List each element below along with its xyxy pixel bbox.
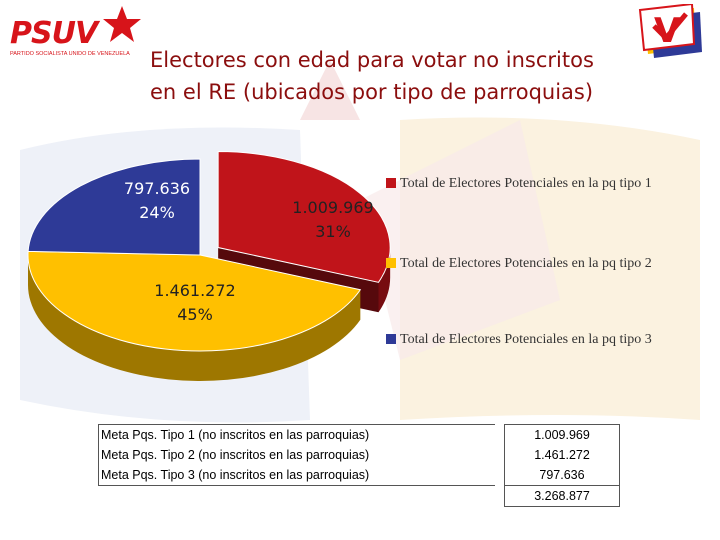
psuv-v-check-icon: V	[638, 4, 702, 58]
goal-value: 1.461.272	[504, 445, 620, 465]
goal-value: 797.636	[504, 465, 620, 486]
title-line-1: Electores con edad para votar no inscrit…	[150, 48, 594, 72]
table-row: Meta Pqs. Tipo 1 (no inscritos en las pa…	[98, 424, 620, 445]
legend-swatch-tipo-1	[386, 178, 396, 188]
pie-labels: 1.009.969 31% 1.461.272 45% 797.636 24%	[124, 179, 374, 324]
table-row-total: 3.268.877	[99, 485, 620, 507]
goals-table: Meta Pqs. Tipo 1 (no inscritos en las pa…	[98, 424, 620, 507]
legend-swatch-tipo-2	[386, 258, 396, 268]
legend-label-tipo-2: Total de Electores Potenciales en la pq …	[400, 256, 652, 271]
psuv-tagline: PARTIDO SOCIALISTA UNIDO DE VENEZUELA	[10, 51, 130, 57]
data-label-percent-1: 31%	[315, 222, 351, 241]
pie-slice-side-2	[28, 255, 361, 381]
goal-total-value: 3.268.877	[504, 485, 620, 507]
data-label-value-2: 1.461.272	[154, 281, 235, 300]
title-line-2: en el RE (ubicados por tipo de parroquia…	[150, 80, 594, 104]
legend-item-tipo-3: Total de Electores Potenciales en la pq …	[386, 330, 696, 349]
data-label-value-3: 797.636	[124, 179, 190, 198]
pie-tops	[27, 151, 391, 352]
goal-value: 1.009.969	[504, 424, 620, 445]
star-icon	[103, 6, 141, 42]
goal-label: Meta Pqs. Tipo 3 (no inscritos en las pa…	[98, 465, 495, 486]
data-label-value-1: 1.009.969	[292, 198, 373, 217]
psuv-logo: PSUV PARTIDO SOCIALISTA UNIDO DE VENEZUE…	[6, 6, 146, 62]
pie-slice-side-1	[378, 247, 391, 313]
goal-label: Meta Pqs. Tipo 1 (no inscritos en las pa…	[98, 424, 495, 445]
data-label-percent-2: 45%	[177, 305, 213, 324]
data-label-percent-3: 24%	[139, 203, 175, 222]
legend-label-tipo-1: Total de Electores Potenciales en la pq …	[400, 176, 652, 191]
psuv-wordmark: PSUV	[10, 16, 98, 51]
legend-item-tipo-2: Total de Electores Potenciales en la pq …	[386, 254, 696, 273]
table-row: Meta Pqs. Tipo 2 (no inscritos en las pa…	[98, 445, 620, 465]
legend-item-tipo-1: Total de Electores Potenciales en la pq …	[386, 174, 696, 193]
pie-slice-2	[27, 250, 362, 352]
legend-label-tipo-3: Total de Electores Potenciales en la pq …	[400, 332, 652, 347]
pie-slice-3	[27, 158, 201, 256]
table-row: Meta Pqs. Tipo 3 (no inscritos en las pa…	[98, 465, 620, 486]
chart-title: Electores con edad para votar no inscrit…	[150, 44, 670, 108]
legend-swatch-tipo-3	[386, 334, 396, 344]
goal-label: Meta Pqs. Tipo 2 (no inscritos en las pa…	[98, 445, 495, 465]
